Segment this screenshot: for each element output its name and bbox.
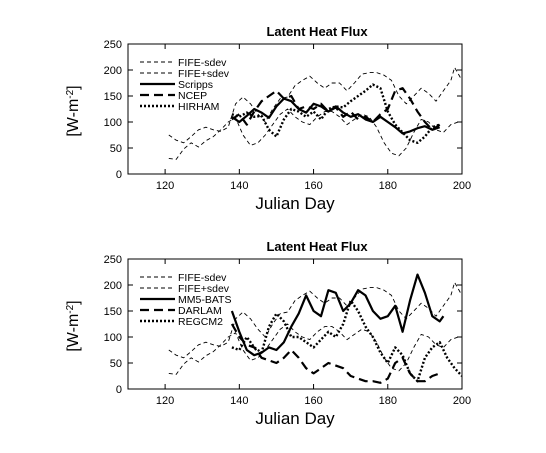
x-tick-label: 120 (156, 180, 174, 192)
y-tick-label: 100 (104, 332, 122, 344)
y-tick-label: 250 (104, 39, 122, 51)
series-line-darlam (230, 323, 441, 384)
legend-label: DARLAM (178, 305, 222, 317)
y-tick-label: 0 (116, 169, 122, 181)
series-line-regcm2 (231, 299, 462, 383)
legend-label: HIRHAM (178, 101, 219, 113)
y-tick-label: 250 (104, 254, 122, 266)
plot-frame (127, 43, 463, 175)
y-tick-label: 150 (104, 91, 122, 103)
series-line-fife-sdev (168, 108, 459, 160)
chart-panel-2: Latent Heat Flux 120 140 160 180 200 0 50 100 150… (65, 239, 472, 428)
legend-label: FIFE+sdev (178, 283, 230, 295)
y-tick-label: 0 (116, 384, 122, 396)
x-tick-label: 200 (453, 395, 471, 407)
y-tick-label: 100 (104, 117, 122, 129)
y-axis-label: [W-m-2] (65, 300, 83, 351)
legend-label: FIFE+sdev (178, 68, 230, 80)
plot-frame (127, 258, 463, 390)
y-axis-label: [W-m-2] (65, 85, 83, 136)
legend-label: NCEP (178, 90, 207, 102)
chart-title: Latent Heat Flux (266, 24, 368, 39)
y-tick-label: 50 (110, 143, 122, 155)
x-tick-label: 140 (230, 395, 248, 407)
legend-label: Scripps (178, 79, 213, 91)
x-tick-label: 180 (379, 395, 397, 407)
legend-label: FIFE-sdev (178, 57, 227, 69)
y-tick-label: 200 (104, 65, 122, 77)
x-tick-label: 160 (304, 395, 322, 407)
y-tick-label: 200 (104, 280, 122, 292)
x-axis-label: Julian Day (255, 194, 335, 213)
legend-label: REGCM2 (178, 316, 223, 328)
series-line-fife-sdev (168, 66, 462, 144)
x-tick-label: 200 (453, 180, 471, 192)
chart-title: Latent Heat Flux (266, 239, 368, 254)
x-axis-label: Julian Day (255, 409, 335, 428)
y-tick-label: 150 (104, 306, 122, 318)
series-line-fife-sdev (168, 323, 459, 375)
legend-label: MM5-BATS (178, 294, 231, 306)
y-tick-label: 50 (110, 358, 122, 370)
series-line-mm5-bats (230, 273, 445, 357)
x-tick-label: 160 (304, 180, 322, 192)
series-line-ncep (231, 87, 441, 131)
x-tick-label: 120 (156, 395, 174, 407)
chart-panel-1: Latent Heat Flux 120 140 160 180 200 0 50 100 150… (65, 24, 472, 213)
x-tick-label: 180 (379, 180, 397, 192)
series-line-scripps (231, 97, 441, 135)
legend-label: FIFE-sdev (178, 272, 227, 284)
series-line-fife-sdev (168, 281, 462, 359)
x-tick-label: 140 (230, 180, 248, 192)
